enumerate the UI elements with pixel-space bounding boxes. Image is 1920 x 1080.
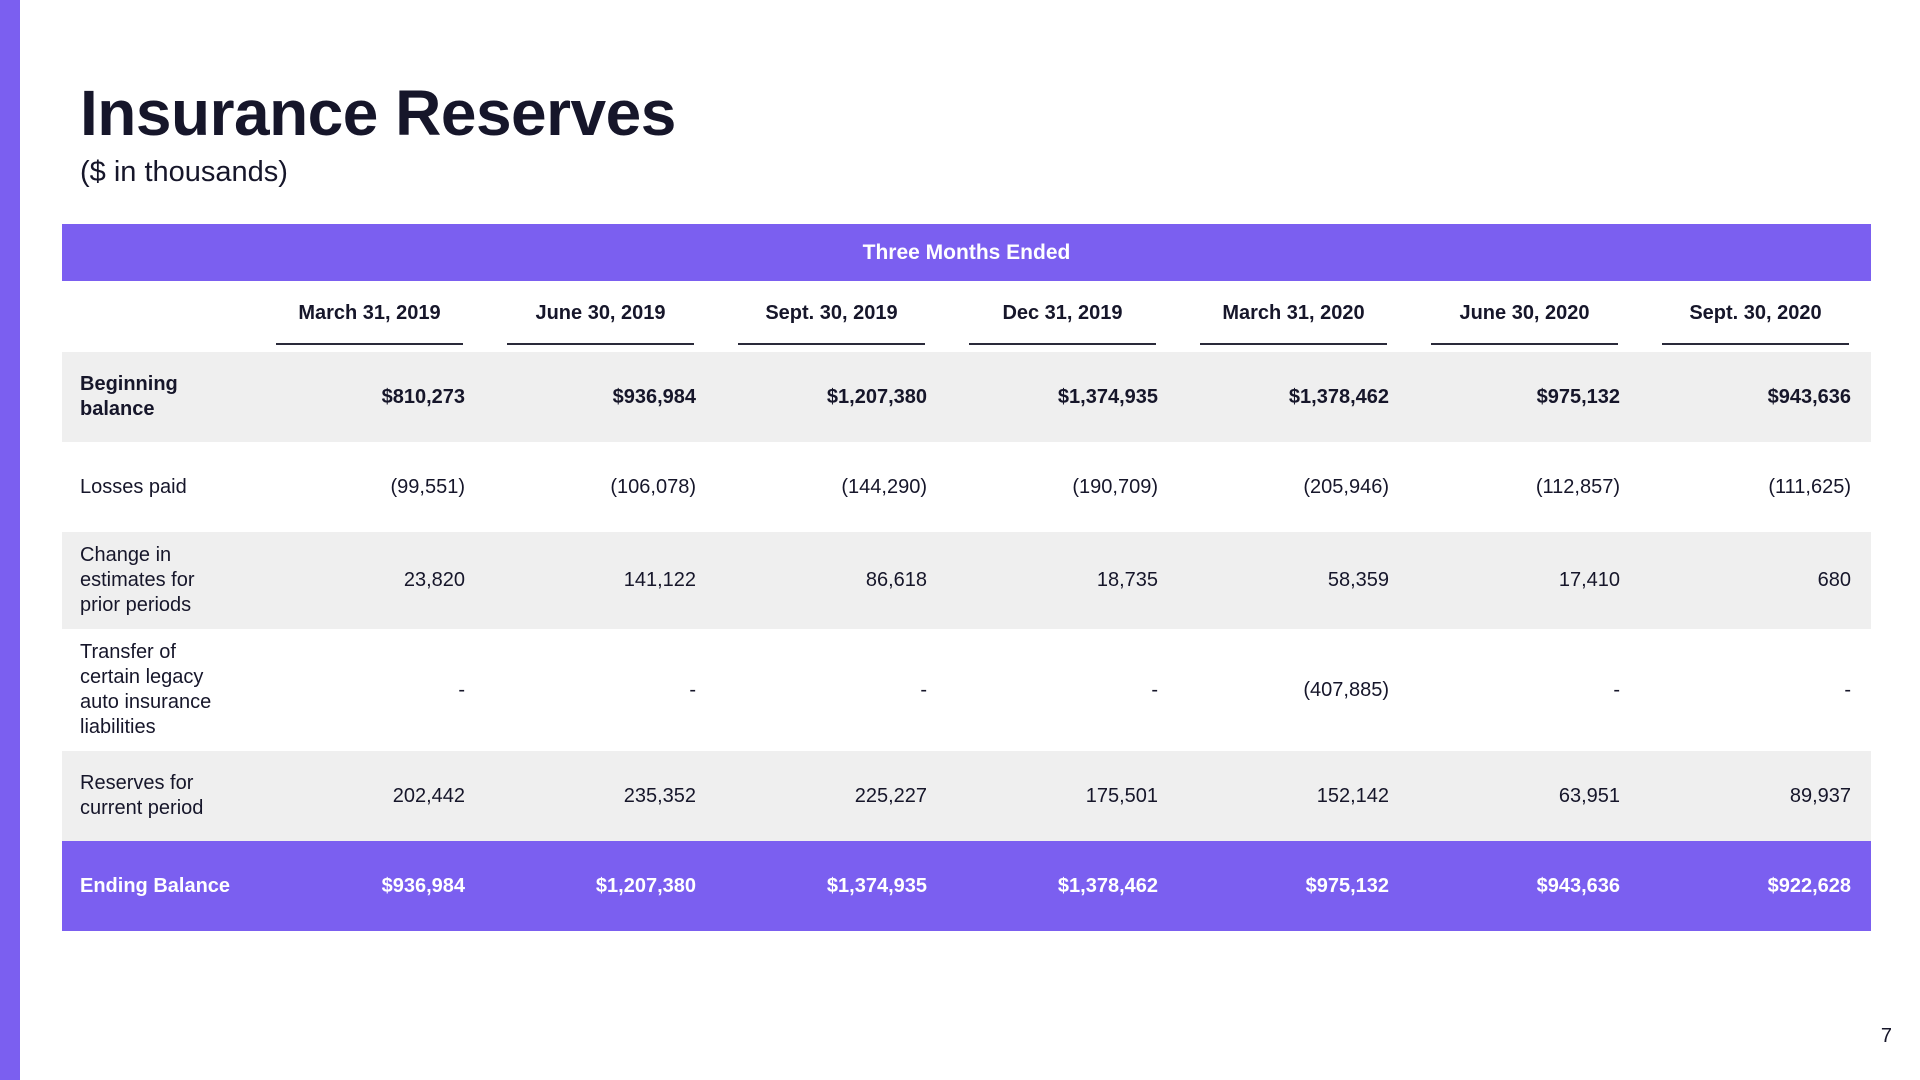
- table-cell: $943,636: [1640, 352, 1871, 442]
- table-cell: 63,951: [1409, 751, 1640, 841]
- table-cell: 680: [1640, 532, 1871, 629]
- table-cell: $1,374,935: [947, 352, 1178, 442]
- column-header: Sept. 30, 2020: [1640, 281, 1871, 352]
- page-title: Insurance Reserves: [80, 77, 676, 149]
- row-label: Ending Balance: [62, 841, 254, 931]
- table-cell: 202,442: [254, 751, 485, 841]
- table-cell: (112,857): [1535, 475, 1620, 498]
- table-cell: 225,227: [716, 751, 947, 841]
- table-cell: 17,410: [1409, 532, 1640, 629]
- column-header-row: March 31, 2019 June 30, 2019 Sept. 30, 2…: [62, 281, 1871, 352]
- table-cell: $1,207,380: [716, 352, 947, 442]
- period-band-label: Three Months Ended: [62, 224, 1871, 281]
- table-cell: (190,709): [1072, 475, 1158, 498]
- table-cell: $1,374,935: [716, 841, 947, 931]
- column-header: March 31, 2019: [254, 281, 485, 352]
- table-cell: (99,551): [390, 475, 466, 498]
- table-cell: $922,628: [1640, 841, 1871, 931]
- table-row-change-in-estimates: Change in estimates for prior periods 23…: [62, 532, 1871, 629]
- table-cell: $810,273: [254, 352, 485, 442]
- row-label: Beginning balance: [62, 352, 254, 442]
- table-row-losses-paid: Losses paid (99,551) (106,078) (144,290)…: [62, 442, 1871, 532]
- row-label: Change in estimates for prior periods: [62, 532, 254, 629]
- table-cell: -: [1844, 678, 1851, 701]
- insurance-reserves-table: Three Months Ended March 31, 2019 June 3…: [62, 224, 1871, 931]
- column-header: June 30, 2020: [1409, 281, 1640, 352]
- column-header: March 31, 2020: [1178, 281, 1409, 352]
- column-header: June 30, 2019: [485, 281, 716, 352]
- table-cell: (144,290): [841, 475, 927, 498]
- table-cell: (106,078): [610, 475, 696, 498]
- table-cell: (111,625): [1768, 475, 1851, 498]
- column-header-blank: [62, 281, 254, 352]
- table-cell: 18,735: [947, 532, 1178, 629]
- table-cell: 175,501: [947, 751, 1178, 841]
- table-row-ending-balance: Ending Balance $936,984 $1,207,380 $1,37…: [62, 841, 1871, 931]
- page-number: 7: [1880, 1025, 1892, 1047]
- table-cell: 141,122: [485, 532, 716, 629]
- table-cell: $943,636: [1409, 841, 1640, 931]
- table-cell: 152,142: [1178, 751, 1409, 841]
- table-cell: $975,132: [1409, 352, 1640, 442]
- table-cell: -: [1151, 678, 1158, 701]
- table-cell: 58,359: [1178, 532, 1409, 629]
- row-label: Reserves for current period: [62, 751, 254, 841]
- table-cell: $936,984: [254, 841, 485, 931]
- table-cell: 235,352: [485, 751, 716, 841]
- table-cell: (407,885): [1303, 678, 1389, 701]
- table-cell: -: [689, 678, 696, 701]
- table-cell: $1,378,462: [1178, 352, 1409, 442]
- table-cell: 23,820: [254, 532, 485, 629]
- column-header: Dec 31, 2019: [947, 281, 1178, 352]
- left-accent-bar: [0, 0, 20, 1080]
- table-cell: -: [920, 678, 927, 701]
- table-row-reserves-current-period: Reserves for current period 202,442 235,…: [62, 751, 1871, 841]
- row-label: Transfer of certain legacy auto insuranc…: [80, 641, 212, 738]
- table-cell: 89,937: [1640, 751, 1871, 841]
- table-cell: $936,984: [485, 352, 716, 442]
- row-label: Losses paid: [80, 475, 187, 498]
- table-cell: 86,618: [716, 532, 947, 629]
- table-cell: $1,378,462: [947, 841, 1178, 931]
- table-cell: -: [458, 678, 465, 701]
- table-row-transfer-legacy-auto: Transfer of certain legacy auto insuranc…: [62, 629, 1871, 751]
- page-subtitle: ($ in thousands): [80, 156, 288, 188]
- table-cell: $1,207,380: [485, 841, 716, 931]
- table-cell: -: [1613, 678, 1620, 701]
- table-row-beginning-balance: Beginning balance $810,273 $936,984 $1,2…: [62, 352, 1871, 442]
- column-header: Sept. 30, 2019: [716, 281, 947, 352]
- period-band-row: Three Months Ended: [62, 224, 1871, 281]
- table-cell: (205,946): [1303, 475, 1389, 498]
- table-cell: $975,132: [1178, 841, 1409, 931]
